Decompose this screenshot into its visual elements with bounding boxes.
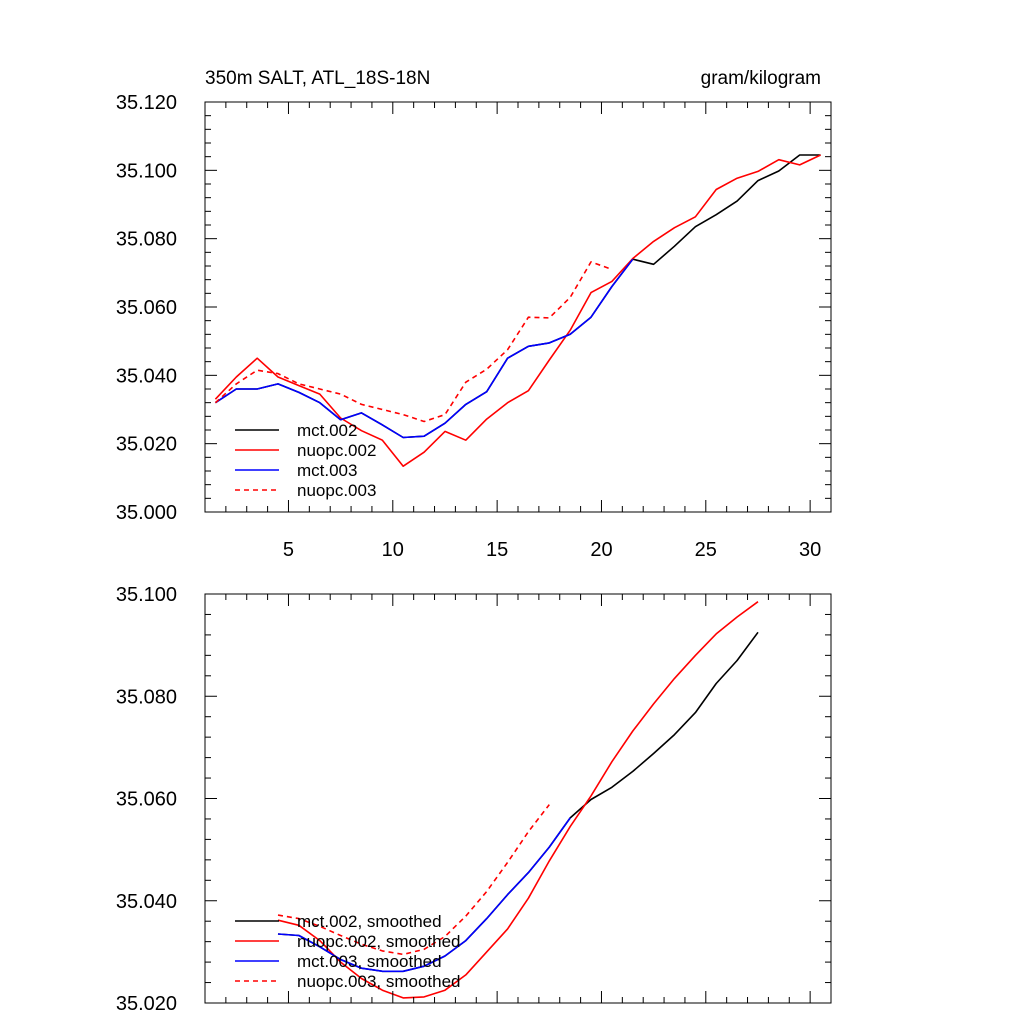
x-tick-label: 10 — [382, 539, 404, 561]
series-line-mct-003-smoothed — [277, 817, 571, 973]
series-line-mct-003 — [214, 258, 634, 439]
y-tick-label: 35.040 — [116, 891, 177, 913]
x-tick-label: 20 — [590, 539, 612, 561]
y-tick-label: 35.100 — [116, 584, 177, 606]
legend-label: nuopc.003, smoothed — [297, 972, 461, 991]
legend-label: mct.002, smoothed — [297, 912, 442, 931]
series-line-nuopc-003 — [214, 261, 613, 423]
chart-title-right: gram/kilogram — [701, 68, 821, 89]
legend-label: mct.002 — [297, 421, 357, 440]
y-tick-label: 35.080 — [116, 686, 177, 708]
series-line-nuopc-002-smoothed — [277, 601, 759, 999]
x-tick-label: 5 — [283, 539, 294, 561]
legend-label: mct.003, smoothed — [297, 952, 442, 971]
y-tick-label: 35.000 — [116, 502, 177, 524]
x-tick-label: 25 — [695, 539, 717, 561]
x-tick-label: 30 — [799, 539, 821, 561]
y-tick-label: 35.080 — [116, 229, 177, 251]
bottom-panel: 35.020 35.040 35.060 35.080 35.100 mct.002, s… — [116, 584, 832, 1015]
series-line-nuopc-003-smoothed — [277, 804, 550, 956]
series-line-nuopc-002 — [214, 154, 821, 468]
legend-label: mct.003 — [297, 461, 357, 480]
y-tick-label: 35.120 — [116, 92, 177, 114]
x-tick-label: 15 — [486, 539, 508, 561]
y-tick-label: 35.020 — [116, 993, 177, 1015]
y-tick-label: 35.040 — [116, 365, 177, 387]
y-tick-label: 35.060 — [116, 789, 177, 811]
y-tick-label: 35.020 — [116, 434, 177, 456]
legend-label: nuopc.002 — [297, 441, 376, 460]
legend-label: nuopc.003 — [297, 481, 376, 500]
legend-label: nuopc.002, smoothed — [297, 932, 461, 951]
y-tick-label: 35.060 — [116, 297, 177, 319]
chart-title-left: 350m SALT, ATL_18S-18N — [205, 68, 430, 89]
top-panel: 5 10 15 20 25 30 35.000 35.020 35.040 35.060 35.08… — [116, 68, 832, 561]
y-tick-label: 35.100 — [116, 160, 177, 182]
